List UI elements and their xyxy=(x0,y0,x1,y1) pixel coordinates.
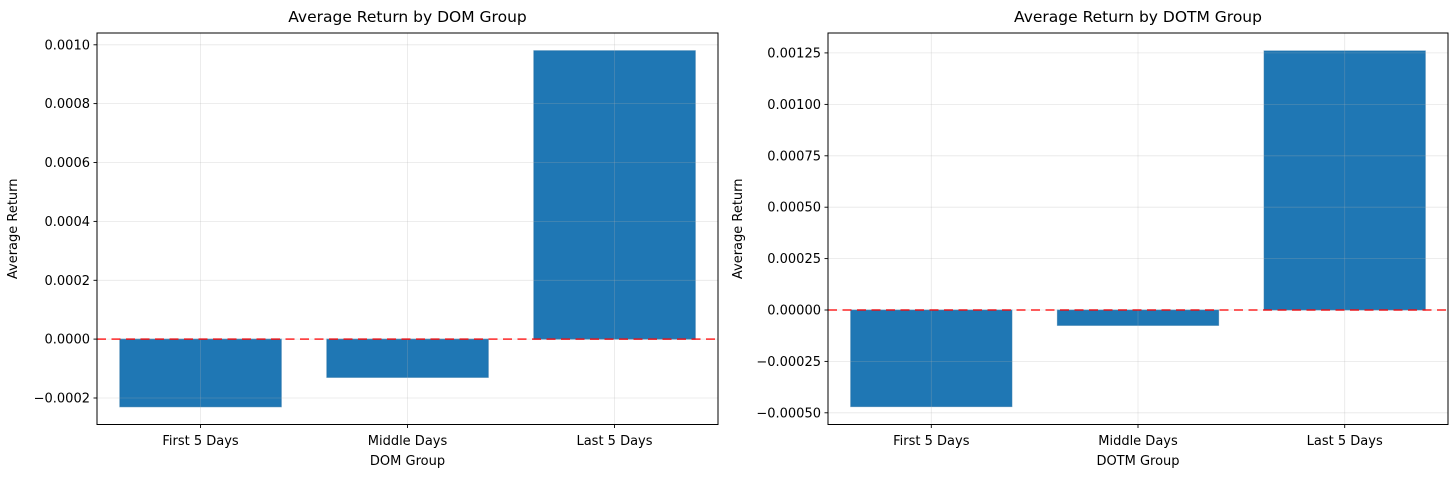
y-tick-label: 0.00100 xyxy=(767,98,821,113)
bar xyxy=(1263,50,1426,311)
chart-dom-group: −0.0002 0.0000 0.0002 0.0004 0.0006 0.0008 0.0… xyxy=(6,8,719,469)
x-axis-label: DOTM Group xyxy=(1096,454,1179,469)
y-tick-label: −0.00025 xyxy=(756,355,821,370)
y-tick-label: 0.0004 xyxy=(45,215,91,230)
bar xyxy=(119,338,282,408)
y-axis-label: Average Return xyxy=(6,178,21,279)
y-tick-label: 0.00075 xyxy=(767,149,821,164)
y-tick-label: −0.0002 xyxy=(34,392,90,407)
y-tick-label: 0.00025 xyxy=(767,252,821,267)
x-tick-label: First 5 Days xyxy=(893,434,970,449)
y-tick-label: 0.0000 xyxy=(45,333,91,348)
y-tick-label: 0.00000 xyxy=(767,304,821,319)
x-tick-label: Last 5 Days xyxy=(1307,434,1383,449)
chart-title: Average Return by DOM Group xyxy=(288,8,527,26)
y-tick-label: 0.0006 xyxy=(45,156,91,171)
chart-dotm-svg: −0.00050 −0.00025 0.00000 0.00025 0.00050 0.0… xyxy=(731,8,1449,469)
x-tick-label: Last 5 Days xyxy=(576,434,652,449)
bar xyxy=(533,50,696,340)
x-axis-label: DOM Group xyxy=(370,454,445,469)
chart-title: Average Return by DOTM Group xyxy=(1014,8,1262,26)
x-tick-label: Middle Days xyxy=(368,434,448,449)
bar xyxy=(326,338,489,378)
y-axis-label: Average Return xyxy=(731,178,746,279)
y-tick-label: 0.0002 xyxy=(45,274,91,289)
chart-dotm-group: −0.00050 −0.00025 0.00000 0.00025 0.00050 0.0… xyxy=(728,0,1456,479)
y-tick-label: 0.00125 xyxy=(767,46,821,61)
x-tick-label: Middle Days xyxy=(1098,434,1178,449)
chart-dom-svg: −0.0002 0.0000 0.0002 0.0004 0.0006 0.0008 0.0… xyxy=(6,8,719,469)
x-tick-label: First 5 Days xyxy=(162,434,239,449)
y-tick-label: 0.0008 xyxy=(45,97,91,112)
y-tick-label: 0.0010 xyxy=(45,38,91,53)
y-tick-label: −0.00050 xyxy=(756,406,821,421)
y-tick-label: 0.00050 xyxy=(767,201,821,216)
